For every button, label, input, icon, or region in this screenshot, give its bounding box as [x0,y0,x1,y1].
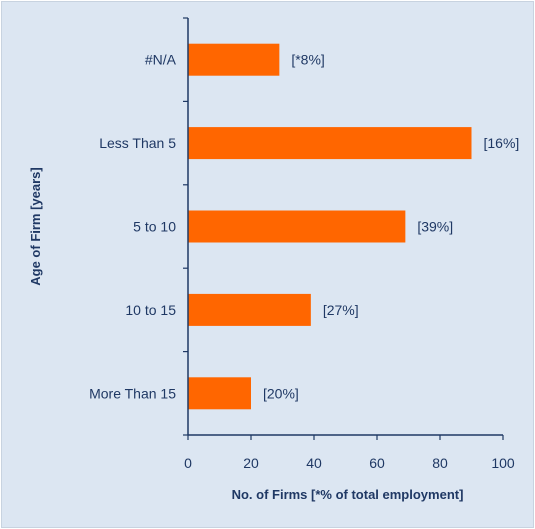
category-label: Less Than 5 [99,135,176,151]
data-label: [20%] [263,385,299,401]
x-tick-label: 60 [369,455,385,471]
data-label: [27%] [323,302,359,318]
data-label: [*8%] [291,52,324,68]
x-tick-label: 100 [491,455,515,471]
bar [188,127,472,160]
category-label: More Than 15 [89,385,176,401]
data-label: [39%] [417,219,453,235]
category-label: 10 to 15 [125,302,176,318]
x-axis-title: No. of Firms [*% of total employment] [232,487,464,502]
bar [188,377,251,410]
category-label: 5 to 10 [133,219,176,235]
x-tick-label: 20 [243,455,259,471]
data-label: [16%] [484,135,520,151]
x-tick-label: 0 [184,455,192,471]
x-tick-label: 40 [306,455,322,471]
bar [188,43,280,76]
category-label: #N/A [145,52,177,68]
bar [188,293,311,326]
y-axis-title: Age of Firm [years] [28,167,43,285]
x-tick-label: 80 [432,455,448,471]
bar [188,210,406,243]
